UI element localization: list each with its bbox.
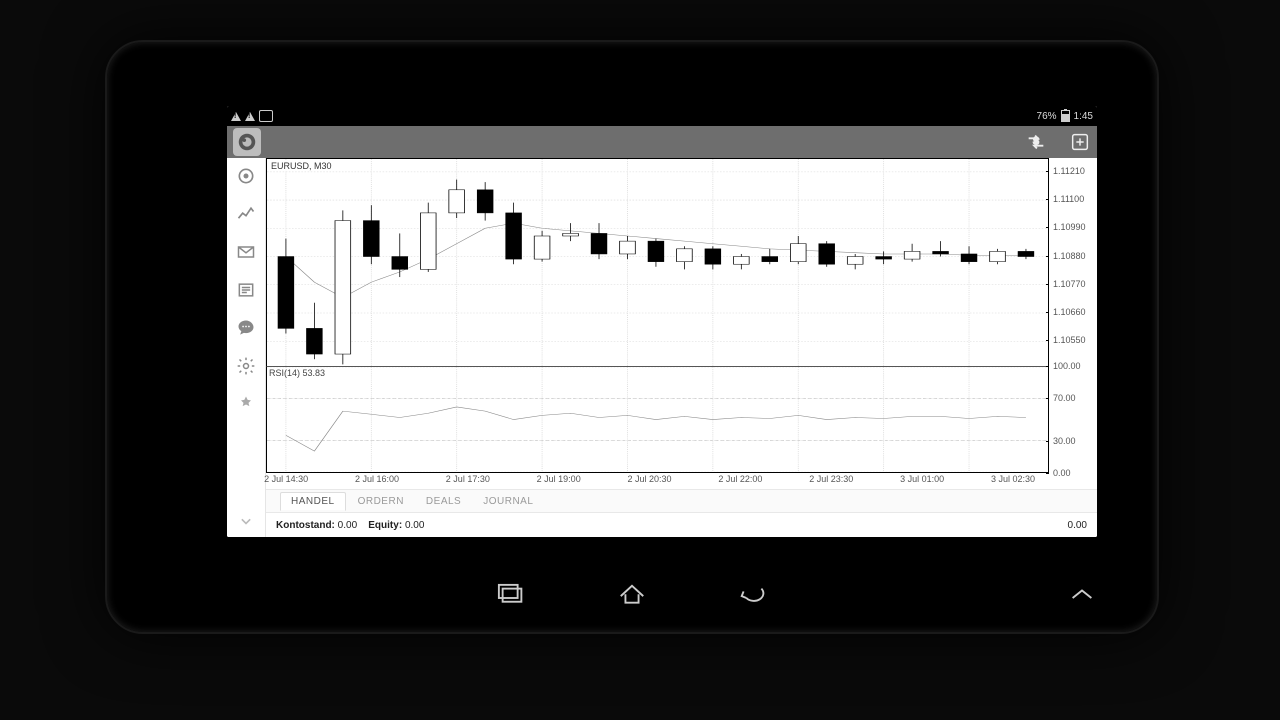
kontostand-value: 0.00 (338, 520, 357, 531)
tab-handel[interactable]: HANDEL (280, 492, 346, 511)
tab-ordern[interactable]: ORDERN (348, 493, 414, 510)
equity-value: 0.00 (405, 520, 424, 531)
expand-chevron-icon[interactable] (236, 511, 256, 531)
recent-apps-button[interactable] (497, 582, 527, 606)
back-button[interactable] (737, 582, 767, 606)
rsi-label: RSI(14) 53.83 (269, 368, 325, 378)
price-y-tick: 1.10880 (1053, 251, 1086, 261)
x-axis: 2 Jul 14:30 2 Jul 16:00 2 Jul 17:30 2 Jul 1… (266, 473, 1097, 489)
price-y-tick: 1.11210 (1053, 166, 1085, 176)
x-tick-label: 2 Jul 23:30 (809, 474, 853, 484)
home-button[interactable] (617, 582, 647, 606)
app-icon[interactable] (233, 128, 261, 156)
tablet-screen: 76% 1:45 $ (227, 106, 1097, 537)
rsi-y-tick: 30.00 (1053, 436, 1076, 446)
symbol-label: EURUSD, M30 (269, 161, 334, 171)
x-tick-label: 3 Jul 02:30 (991, 474, 1035, 484)
messages-icon[interactable] (236, 318, 256, 338)
news-icon[interactable] (236, 280, 256, 300)
svg-text:$: $ (1033, 136, 1038, 146)
x-tick-label: 2 Jul 16:00 (355, 474, 399, 484)
x-tick-label: 2 Jul 14:30 (264, 474, 308, 484)
chart-column: EURUSD, M30 RSI(14) 53.83 1.10550 1.10660… (266, 158, 1097, 537)
price-y-tick: 1.10990 (1053, 222, 1086, 232)
tablet-device-frame: 76% 1:45 $ (105, 40, 1159, 634)
clock: 1:45 (1074, 111, 1093, 122)
overflow-caret-icon[interactable] (1067, 582, 1097, 606)
rsi-y-tick: 70.00 (1053, 393, 1076, 403)
rsi-chart[interactable]: RSI(14) 53.83 (266, 366, 1048, 473)
price-y-tick: 1.11100 (1053, 194, 1084, 204)
warning-icon (245, 112, 255, 121)
battery-percent: 76% (1037, 111, 1057, 122)
warning-icon (231, 112, 241, 121)
android-status-bar: 76% 1:45 (227, 106, 1097, 126)
app-toolbar: $ (227, 126, 1097, 158)
new-order-icon[interactable] (1069, 131, 1091, 153)
tab-journal[interactable]: JOURNAL (473, 493, 543, 510)
x-tick-label: 2 Jul 19:00 (537, 474, 581, 484)
left-sidebar (227, 158, 266, 537)
bottom-tabs: HANDELORDERNDEALSJOURNAL (266, 489, 1097, 513)
footer-right-value: 0.00 (1068, 520, 1087, 531)
quotes-icon[interactable] (236, 166, 256, 186)
about-icon[interactable] (236, 394, 256, 414)
sync-icon (259, 110, 273, 122)
equity-label: Equity: (368, 520, 402, 531)
x-tick-label: 2 Jul 20:30 (628, 474, 672, 484)
android-nav-bar (107, 574, 1157, 614)
y-axis: 1.10550 1.10660 1.10770 1.10880 1.10990 1.111… (1048, 158, 1097, 473)
trade-icon[interactable]: $ (1025, 131, 1047, 153)
chart-icon[interactable] (236, 204, 256, 224)
price-y-tick: 1.10770 (1053, 279, 1086, 289)
mail-icon[interactable] (236, 242, 256, 262)
x-tick-label: 2 Jul 17:30 (446, 474, 490, 484)
x-tick-label: 3 Jul 01:00 (900, 474, 944, 484)
tab-deals[interactable]: DEALS (416, 493, 471, 510)
kontostand-label: Kontostand: (276, 520, 335, 531)
battery-icon (1061, 110, 1070, 122)
settings-icon[interactable] (236, 356, 256, 376)
rsi-y-tick: 100.00 (1053, 361, 1081, 371)
price-chart[interactable]: EURUSD, M30 (266, 158, 1048, 368)
price-y-tick: 1.10550 (1053, 335, 1086, 345)
x-tick-label: 2 Jul 22:00 (718, 474, 762, 484)
price-y-tick: 1.10660 (1053, 307, 1086, 317)
account-footer: Kontostand: 0.00 Equity: 0.00 0.00 (266, 513, 1097, 537)
